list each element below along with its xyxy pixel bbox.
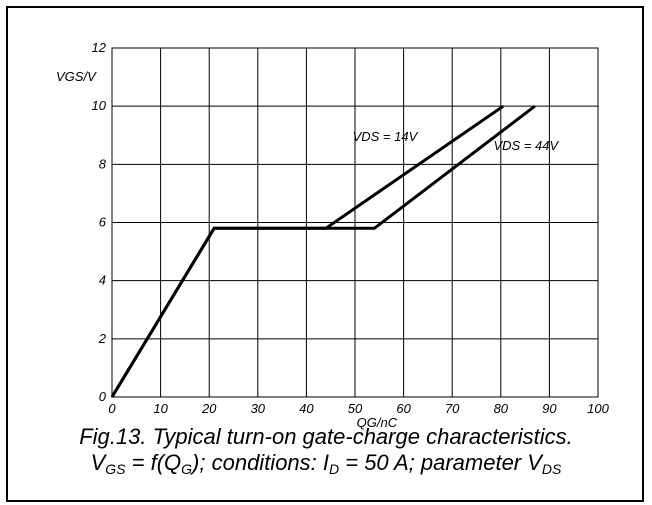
caption-id-sub: D (329, 461, 340, 477)
x-tick-label: 60 (396, 401, 411, 416)
series-line-0 (110, 104, 505, 398)
y-tick-labels: 0 2 4 6 8 10 12 (92, 40, 107, 404)
x-tick-label: 90 (542, 401, 557, 416)
series-line-1 (110, 105, 536, 398)
x-tick-labels: 0 10 20 30 40 50 60 70 80 90 100 (108, 401, 609, 416)
annotation-vds-44v: VDS = 44V (494, 138, 560, 153)
x-tick-label: 20 (201, 401, 217, 416)
y-tick-label: 4 (99, 273, 106, 288)
x-tick-label: 40 (299, 401, 314, 416)
annotation-vds-14v: VDS = 14V (353, 129, 419, 144)
x-tick-label: 50 (348, 401, 363, 416)
caption-vgs: V (90, 450, 106, 475)
y-tick-label: 10 (92, 98, 107, 113)
y-tick-label: 8 (99, 156, 107, 171)
caption-qg-sub: G (181, 461, 193, 477)
x-tick-label: 0 (108, 401, 116, 416)
x-tick-label: 70 (445, 401, 460, 416)
x-tick-label: 100 (587, 401, 609, 416)
caption-line-1: Fig.13. Typical turn-on gate-charge char… (79, 424, 573, 449)
caption-line-2: VGS = f(QG); conditions: ID = 50 A; para… (6, 450, 646, 476)
y-tick-label: 2 (98, 331, 107, 346)
grid (112, 48, 598, 397)
caption-text-a: = f(Q (125, 450, 182, 475)
caption-vgs-sub: GS (105, 461, 126, 477)
y-tick-label: 12 (92, 40, 107, 55)
x-tick-label: 80 (494, 401, 509, 416)
y-axis-label: VGS/V (56, 69, 97, 84)
y-tick-label: 6 (99, 215, 107, 230)
x-tick-label: 30 (251, 401, 266, 416)
series-lines (110, 104, 536, 398)
caption-text-b: ); conditions: I (192, 450, 329, 475)
figure-caption: Fig.13. Typical turn-on gate-charge char… (6, 424, 646, 476)
y-tick-label: 0 (99, 389, 107, 404)
gate-charge-chart: 0 10 20 30 40 50 60 70 80 90 100 0 2 4 6 8 10 12 VGS/V Q… (56, 40, 610, 430)
caption-vds-sub: DS (541, 461, 562, 477)
x-tick-label: 10 (153, 401, 168, 416)
caption-text-c: = 50 A; parameter V (339, 450, 542, 475)
x-axis-label: QG/nC (357, 415, 398, 430)
